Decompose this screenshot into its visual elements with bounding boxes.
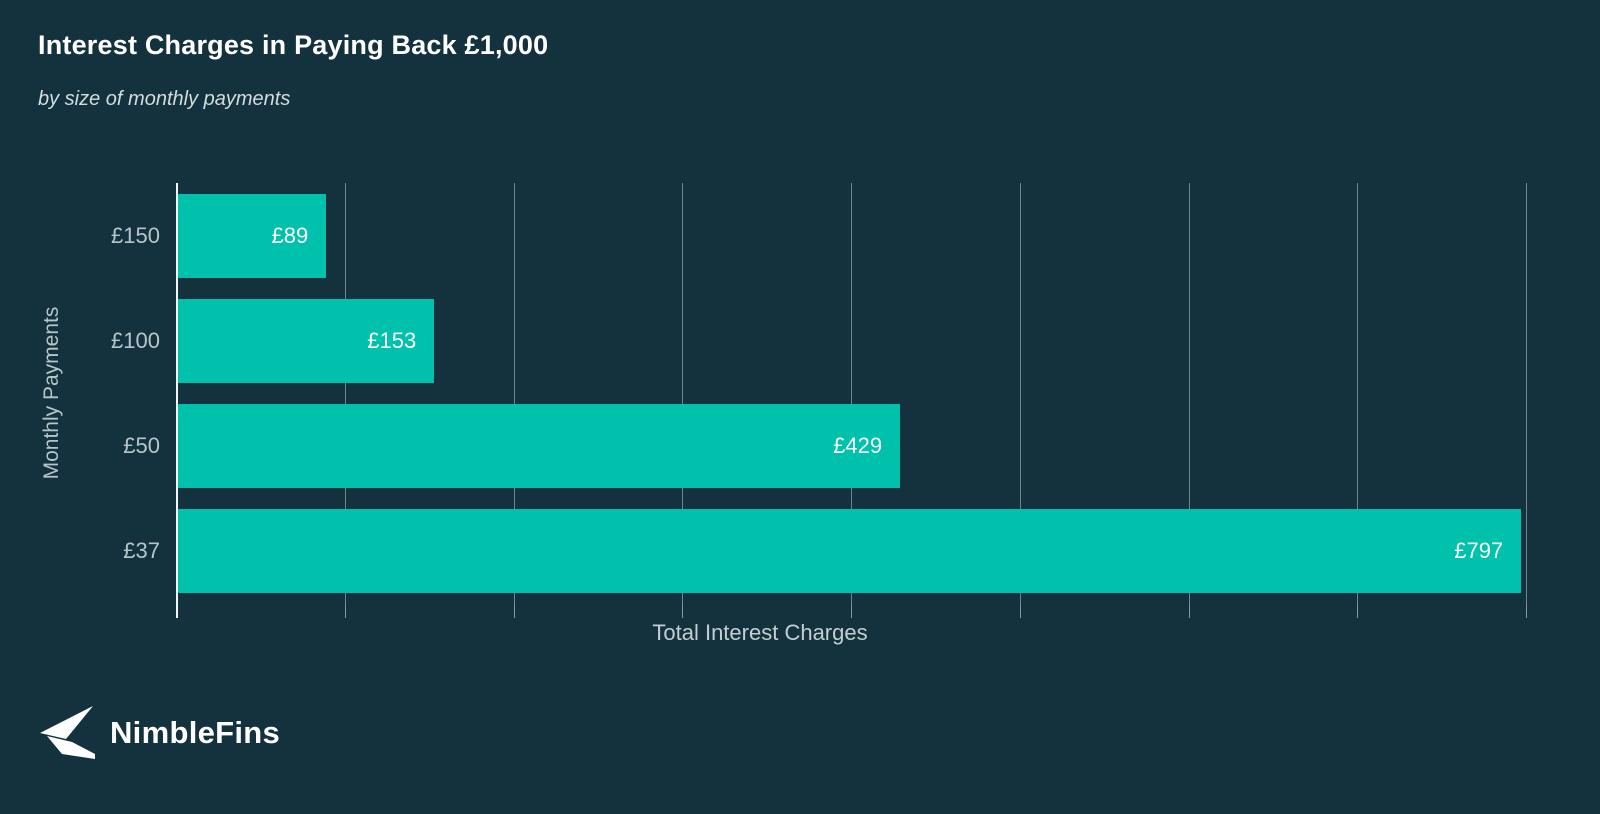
bar-row-0: £89 bbox=[176, 183, 1560, 288]
bar-0: £89 bbox=[176, 193, 327, 278]
gridline-700 bbox=[1357, 183, 1359, 603]
gridlines bbox=[176, 183, 1560, 603]
nimblefins-fin-icon bbox=[40, 706, 95, 759]
bar-value-label-2: £429 bbox=[833, 432, 883, 458]
nimblefins-logo: NimbleFins bbox=[38, 706, 280, 759]
x-tick-400 bbox=[851, 603, 853, 618]
chart-subtitle: by size of monthly payments bbox=[38, 88, 291, 110]
y-tick-label-2: £50 bbox=[123, 432, 160, 458]
x-tick-500 bbox=[1019, 603, 1021, 618]
x-tick-700 bbox=[1357, 603, 1359, 618]
bar-3: £797 bbox=[176, 508, 1522, 593]
y-tick-label-1: £100 bbox=[111, 327, 160, 353]
bar-row-2: £429 bbox=[176, 393, 1560, 498]
x-axis-title: Total Interest Charges bbox=[652, 620, 868, 645]
bar-row-1: £153 bbox=[176, 288, 1560, 393]
gridline-500 bbox=[1019, 183, 1021, 603]
bar-value-label-0: £89 bbox=[271, 222, 309, 248]
gridline-100 bbox=[344, 183, 346, 603]
bar-1: £153 bbox=[176, 298, 435, 383]
x-tick-800 bbox=[1526, 603, 1528, 618]
y-tick-label-0: £150 bbox=[111, 222, 160, 248]
x-tick-300 bbox=[682, 603, 684, 618]
bar-value-label-1: £153 bbox=[367, 327, 417, 353]
x-tick-600 bbox=[1188, 603, 1190, 618]
x-tick-100 bbox=[344, 603, 346, 618]
bar-series: £89 £153 £429 £797 bbox=[176, 183, 1560, 603]
plot-area: £89 £153 £429 £797 bbox=[176, 183, 1560, 618]
bar-2: £429 bbox=[176, 403, 901, 488]
y-axis-line bbox=[176, 183, 178, 618]
gridline-400 bbox=[851, 183, 853, 603]
y-axis-tick-labels: £150 £100 £50 £37 bbox=[0, 183, 160, 603]
nimblefins-logo-text: NimbleFins bbox=[110, 714, 281, 750]
gridline-800 bbox=[1526, 183, 1528, 603]
x-axis-ticks bbox=[176, 603, 1560, 618]
gridline-600 bbox=[1188, 183, 1190, 603]
gridline-300 bbox=[682, 183, 684, 603]
bar-row-3: £797 bbox=[176, 498, 1560, 603]
gridline-200 bbox=[513, 183, 515, 603]
chart-title: Interest Charges in Paying Back £1,000 bbox=[38, 30, 549, 60]
y-tick-label-3: £37 bbox=[123, 537, 160, 563]
x-tick-200 bbox=[513, 603, 515, 618]
bar-value-label-3: £797 bbox=[1454, 537, 1504, 563]
